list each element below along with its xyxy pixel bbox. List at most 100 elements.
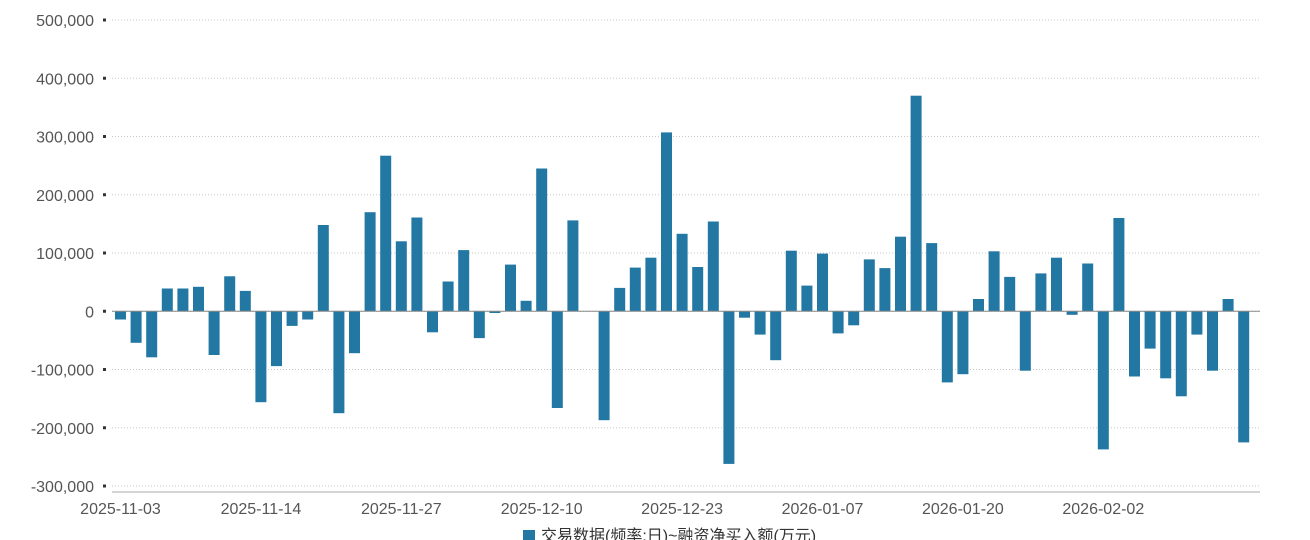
bar [723,311,735,464]
bar [208,311,220,355]
y-axis: 500,000 400,000 300,000 200,000 100,000 0 -100… [31,13,106,496]
bar [130,311,142,343]
bar [442,281,454,312]
bar [255,311,267,403]
y-tick-label: 0 [85,304,94,321]
bar [692,267,704,312]
bar [427,311,438,333]
x-tick-label: 2025-12-23 [641,501,723,518]
bar [1066,311,1078,315]
bar [193,286,204,312]
bar [364,212,376,312]
bar [115,311,126,320]
bar [1019,311,1031,371]
bar [1207,311,1218,371]
bar [333,311,345,414]
x-tick-label: 2025-11-14 [221,501,302,518]
x-tick-label: 2025-11-27 [361,501,442,518]
bar [380,155,392,312]
bar [411,217,423,312]
bar [161,288,173,312]
bar [317,225,329,312]
bar [676,233,688,312]
x-tick-label: 2026-01-07 [782,501,864,518]
bar [754,311,766,335]
bar [629,267,641,312]
bar [973,299,984,312]
bar [349,311,360,354]
y-tick-mark [103,426,106,430]
bar [1144,311,1156,349]
y-tick-mark [103,309,106,313]
y-tick-label: 200,000 [36,188,94,205]
y-tick-label: -200,000 [31,421,94,438]
legend-label: 交易数据(频率:日)~融资净买入额(万元) [541,527,816,540]
x-tick-label: 2026-02-02 [1062,501,1144,518]
bar [473,311,485,339]
bar [645,257,657,312]
bar [988,251,1000,312]
x-tick-label: 2025-11-03 [80,501,161,518]
bar [551,311,563,408]
bar [286,311,298,326]
bar [957,311,969,375]
y-tick-mark [103,193,106,197]
bar [863,259,875,312]
bar [224,276,236,312]
x-tick-label: 2025-12-10 [501,501,583,518]
bar [146,311,158,358]
bar [1004,276,1016,312]
y-tick-mark [103,76,106,80]
bar [785,250,797,312]
y-tick-mark [103,135,106,138]
bar [895,236,906,312]
bar [271,311,282,367]
y-tick-mark [103,484,106,488]
bar [489,311,501,313]
y-tick-mark [103,251,106,255]
bar [614,287,626,312]
bars [115,95,1250,464]
bar [239,290,251,312]
bar [1082,263,1094,312]
bar [1160,311,1172,379]
y-tick-label: 400,000 [36,71,94,88]
bar [1051,257,1062,312]
bar [1175,311,1187,397]
y-tick-label: -100,000 [31,363,94,380]
bar [801,285,813,312]
y-tick-mark [103,18,106,22]
y-tick-label: 500,000 [36,13,94,30]
y-tick-label: -300,000 [31,479,94,496]
bar [817,253,828,312]
bar [848,311,860,326]
bar [458,250,470,312]
bar [505,264,516,312]
y-tick-label: 300,000 [36,130,94,147]
bar [770,311,782,361]
bar [302,311,314,320]
bar [598,311,610,421]
bar [941,311,953,383]
bar [1129,311,1140,377]
bar [739,311,750,318]
legend-swatch [523,530,535,540]
bar [910,95,922,312]
bar [1191,311,1203,335]
bar [536,168,548,312]
bar [1097,311,1109,450]
bar [832,311,844,334]
bar [707,221,719,312]
bar [1035,273,1047,312]
bar [1113,218,1125,312]
bar [520,300,532,312]
bar [926,243,938,312]
bar [567,220,579,312]
bar [661,132,672,312]
bar [395,241,407,312]
x-tick-label: 2026-01-20 [922,501,1004,518]
bar [879,268,891,312]
legend: 交易数据(频率:日)~融资净买入额(万元) [523,527,816,540]
bar [1238,311,1250,443]
